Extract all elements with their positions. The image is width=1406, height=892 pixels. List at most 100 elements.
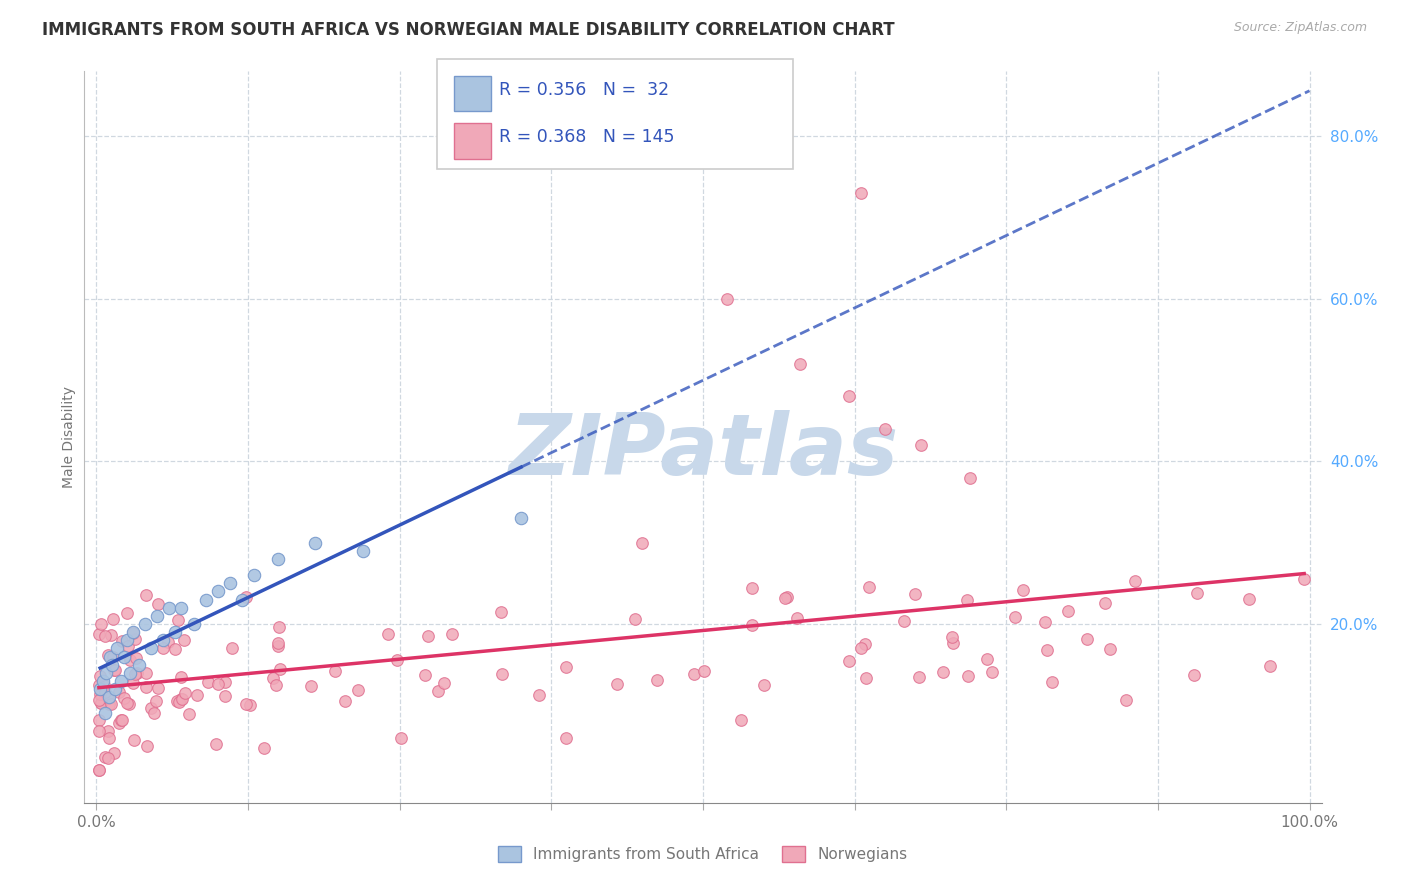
Text: IMMIGRANTS FROM SOUTH AFRICA VS NORWEGIAN MALE DISABILITY CORRELATION CHART: IMMIGRANTS FROM SOUTH AFRICA VS NORWEGIA… xyxy=(42,21,894,38)
Point xyxy=(90,617,112,632)
Point xyxy=(146,597,169,611)
Point xyxy=(90,696,112,710)
Point xyxy=(730,713,752,727)
Point xyxy=(170,670,193,684)
Point xyxy=(87,724,110,739)
Point xyxy=(980,665,1002,679)
Point xyxy=(941,630,963,644)
Point xyxy=(1099,642,1122,657)
Point xyxy=(87,693,110,707)
Point xyxy=(433,675,456,690)
Point xyxy=(491,667,513,681)
Point xyxy=(555,731,578,745)
Point xyxy=(87,764,110,778)
Point xyxy=(101,657,124,672)
Point xyxy=(163,642,186,657)
Point xyxy=(197,674,219,689)
Point xyxy=(267,620,290,634)
Point xyxy=(117,696,139,710)
Point xyxy=(125,650,148,665)
Point xyxy=(170,691,193,706)
Point xyxy=(166,694,188,708)
Point xyxy=(124,733,146,747)
Point xyxy=(97,690,120,705)
Point xyxy=(165,625,187,640)
Point xyxy=(89,669,111,683)
Point xyxy=(97,724,120,739)
Point xyxy=(111,634,134,648)
Point xyxy=(124,666,146,681)
Point xyxy=(100,627,122,641)
Point xyxy=(1185,586,1208,600)
Point xyxy=(87,764,110,778)
Point xyxy=(693,664,716,678)
Point xyxy=(942,636,965,650)
Point xyxy=(221,640,243,655)
Point xyxy=(94,750,117,764)
Point xyxy=(489,605,512,619)
Point xyxy=(335,694,357,708)
Point xyxy=(1094,597,1116,611)
Point xyxy=(243,568,266,582)
Point xyxy=(156,635,179,649)
Point xyxy=(267,639,290,653)
Point xyxy=(773,591,796,605)
Point xyxy=(173,686,195,700)
Point xyxy=(426,684,449,698)
Point xyxy=(1115,693,1137,707)
Point xyxy=(1057,604,1080,618)
Point xyxy=(873,422,896,436)
Point xyxy=(121,676,143,690)
Point xyxy=(103,746,125,760)
Point xyxy=(976,652,998,666)
Point xyxy=(96,750,118,764)
Point xyxy=(253,741,276,756)
Point xyxy=(146,608,169,623)
Point xyxy=(120,665,142,680)
Point xyxy=(858,580,880,594)
Point xyxy=(1036,642,1059,657)
Point xyxy=(103,663,125,677)
Point xyxy=(139,700,162,714)
Point xyxy=(139,641,162,656)
Point xyxy=(170,600,193,615)
Point xyxy=(239,698,262,712)
Point xyxy=(89,687,111,701)
Point xyxy=(741,581,763,595)
Point xyxy=(1123,574,1146,588)
Legend: Immigrants from South Africa, Norwegians: Immigrants from South Africa, Norwegians xyxy=(492,840,914,868)
Point xyxy=(146,681,169,696)
Point xyxy=(134,617,156,632)
Point xyxy=(100,697,122,711)
Point xyxy=(87,713,110,727)
Point xyxy=(103,612,125,626)
Point xyxy=(125,666,148,681)
Point xyxy=(96,665,118,680)
Point xyxy=(893,614,915,628)
Point xyxy=(97,648,120,662)
Point xyxy=(110,673,132,688)
Point xyxy=(104,663,127,677)
Point xyxy=(1040,675,1063,690)
Point xyxy=(606,677,628,691)
Point xyxy=(1237,591,1260,606)
Point xyxy=(112,690,135,705)
Point xyxy=(775,591,797,605)
Point xyxy=(142,706,165,720)
Point xyxy=(118,652,141,666)
Point xyxy=(849,641,872,656)
Point xyxy=(1012,583,1035,598)
Point xyxy=(167,614,190,628)
Text: R = 0.368   N = 145: R = 0.368 N = 145 xyxy=(499,128,675,146)
Point xyxy=(415,668,437,682)
Point xyxy=(152,640,174,655)
Point xyxy=(1294,572,1316,586)
Point xyxy=(98,649,121,664)
Point xyxy=(93,678,115,692)
Point xyxy=(956,593,979,607)
Point xyxy=(177,707,200,722)
Point xyxy=(385,653,408,667)
Point xyxy=(157,600,180,615)
Point xyxy=(263,671,285,685)
Point xyxy=(682,667,704,681)
